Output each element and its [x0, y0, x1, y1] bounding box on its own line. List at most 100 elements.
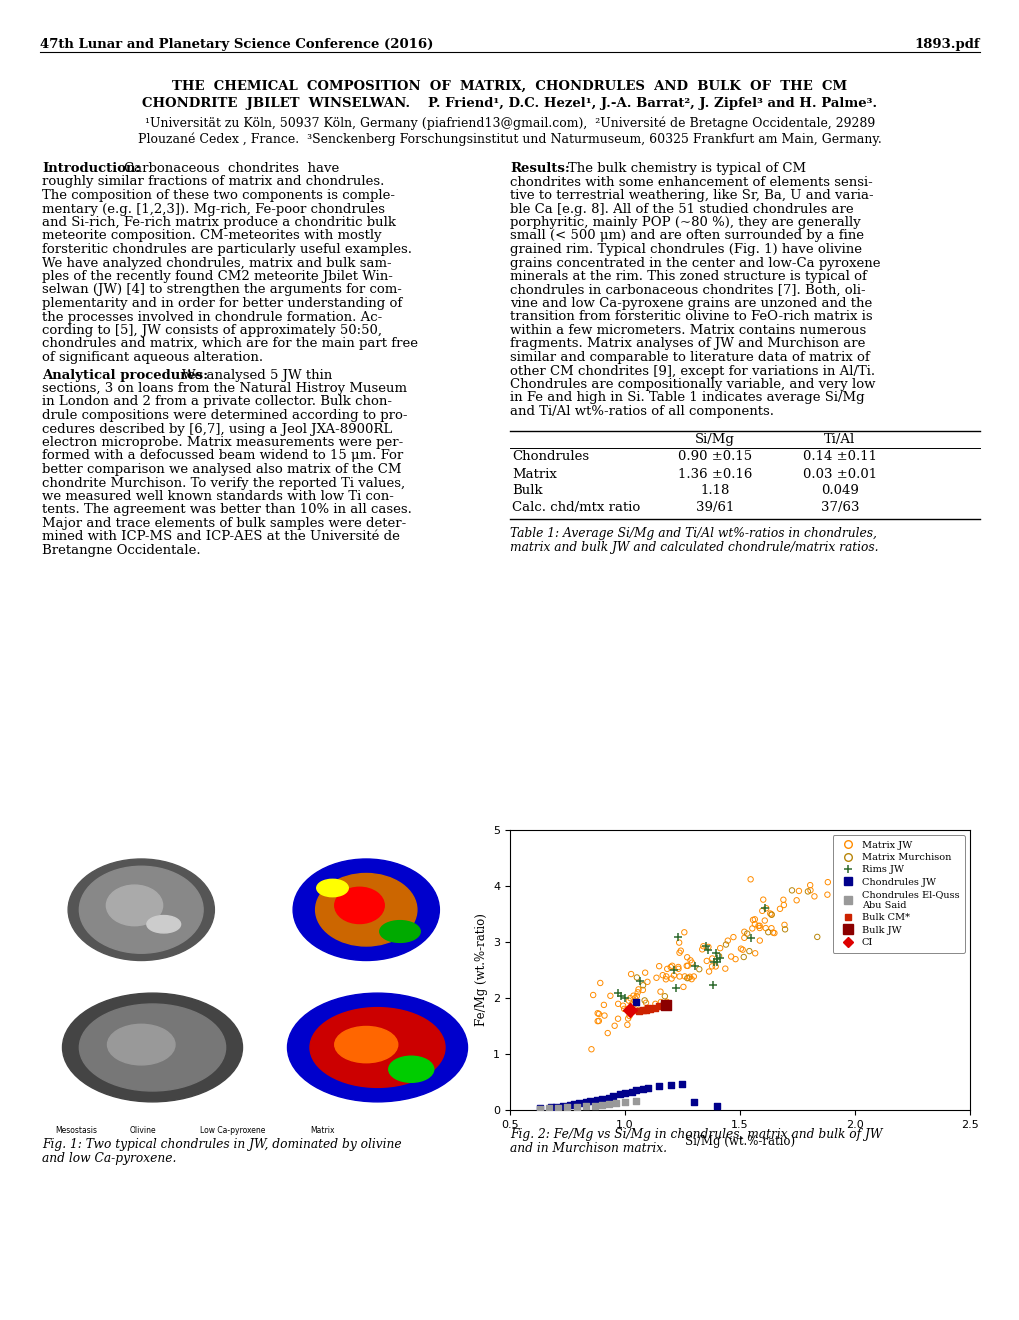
Point: [759, 921, 775, 942]
Point: [698, 950, 714, 972]
Point: [638, 998, 654, 1019]
Point: [691, 958, 707, 979]
Point: [600, 1094, 616, 1115]
Point: [757, 917, 773, 939]
Text: 1.18: 1.18: [700, 484, 729, 498]
Point: [671, 966, 687, 987]
Point: [591, 973, 607, 994]
Text: THE  CHEMICAL  COMPOSITION  OF  MATRIX,  CHONDRULES  AND  BULK  OF  THE  CM: THE CHEMICAL COMPOSITION OF MATRIX, CHON…: [172, 81, 847, 92]
Text: grains concentrated in the center and low-Ca pyroxene: grains concentrated in the center and lo…: [510, 256, 879, 269]
Point: [624, 1081, 640, 1102]
Point: [751, 915, 767, 936]
Point: [627, 987, 643, 1008]
Point: [743, 928, 759, 949]
Text: similar and comparable to literature data of matrix of: similar and comparable to literature dat…: [510, 351, 869, 364]
Text: meteorite composition. CM-meteorites with mostly: meteorite composition. CM-meteorites wit…: [42, 230, 381, 243]
Point: [652, 991, 668, 1012]
Point: [750, 915, 766, 936]
Text: 37/63: 37/63: [820, 502, 858, 515]
Text: Introduction:: Introduction:: [42, 162, 141, 176]
Point: [621, 1006, 637, 1027]
Point: [762, 917, 779, 939]
Text: forsteritic chondrules are particularly useful examples.: forsteritic chondrules are particularly …: [42, 243, 412, 256]
Point: [727, 949, 743, 970]
Point: [593, 1088, 609, 1109]
Point: [841, 861, 857, 882]
Point: [636, 990, 652, 1011]
Point: [838, 875, 854, 896]
Text: Plouzané Cedex , France.  ³Senckenberg Forschungsinstitut und Naturmuseum, 6032: Plouzané Cedex , France. ³Senckenberg F…: [138, 132, 881, 145]
Point: [628, 991, 644, 1012]
Text: of significant aqueous alteration.: of significant aqueous alteration.: [42, 351, 263, 364]
Point: [558, 1097, 575, 1118]
Text: CHONDRITE  JBILET  WINSELWAN.  P. Friend¹, D.C. Hezel¹, J.-A. Barrat², J. Zipfel: CHONDRITE JBILET WINSELWAN. P. Friend¹, …: [143, 96, 876, 110]
Point: [566, 1094, 582, 1115]
Text: 0.049: 0.049: [820, 484, 858, 498]
Text: chondrite Murchison. To verify the reported Ti values,: chondrite Murchison. To verify the repor…: [42, 477, 405, 490]
Point: [590, 1010, 606, 1031]
Point: [783, 880, 799, 902]
Point: [722, 946, 739, 968]
Text: chondrules and matrix, which are for the main part free: chondrules and matrix, which are for the…: [42, 338, 418, 351]
Point: [604, 1085, 621, 1106]
Point: [658, 991, 675, 1012]
Point: [710, 945, 727, 966]
Point: [609, 993, 626, 1014]
Point: [669, 957, 686, 978]
Text: 47th Lunar and Planetary Science Conference (2016): 47th Lunar and Planetary Science Confere…: [40, 38, 433, 51]
Point: [615, 998, 632, 1019]
Text: formed with a defocussed beam widend to 15 μm. For: formed with a defocussed beam widend to …: [42, 450, 403, 462]
Point: [708, 1096, 725, 1117]
Text: mined with ICP-MS and ICP-AES at the Université de: mined with ICP-MS and ICP-AES at the Uni…: [42, 531, 399, 544]
Point: [637, 999, 653, 1020]
Point: [790, 880, 806, 902]
Text: Analytical procedures:: Analytical procedures:: [42, 368, 208, 381]
Text: 0.14 ±0.11: 0.14 ±0.11: [802, 450, 876, 463]
Point: [637, 962, 653, 983]
Text: and low Ca-pyroxene.: and low Ca-pyroxene.: [42, 1152, 176, 1166]
Point: [799, 880, 815, 902]
Point: [697, 935, 713, 956]
Point: [753, 900, 769, 921]
Point: [639, 972, 655, 993]
Point: [671, 932, 687, 953]
Point: [679, 956, 695, 977]
Point: [756, 909, 772, 931]
Point: [639, 997, 655, 1018]
Point: [739, 923, 755, 944]
Point: [843, 834, 859, 855]
Point: [680, 968, 696, 989]
Text: minerals at the rim. This zoned structure is typical of: minerals at the rim. This zoned structur…: [510, 271, 866, 282]
Point: [655, 995, 672, 1016]
Point: [642, 998, 658, 1019]
Text: tents. The agreement was better than 10% in all cases.: tents. The agreement was better than 10%…: [42, 503, 412, 516]
Point: [599, 1023, 615, 1044]
Point: [630, 999, 646, 1020]
Point: [586, 1096, 602, 1117]
Point: [744, 917, 760, 939]
Point: [630, 979, 646, 1001]
Text: 1.36 ±0.16: 1.36 ±0.16: [678, 467, 751, 480]
Legend: Matrix JW, Matrix Murchison, Rims JW, Chondrules JW, Chondrules El-Quss
Abu Said: Matrix JW, Matrix Murchison, Rims JW, Ch…: [832, 834, 964, 953]
Point: [561, 1094, 578, 1115]
Text: electron microprobe. Matrix measurements were per-: electron microprobe. Matrix measurements…: [42, 436, 403, 449]
Point: [695, 936, 711, 957]
Point: [776, 919, 793, 940]
Text: Chondrules are compositionally variable, and very low: Chondrules are compositionally variable,…: [510, 378, 874, 391]
Point: [788, 890, 804, 911]
Point: [819, 871, 836, 892]
Point: [732, 939, 748, 960]
Point: [663, 956, 680, 977]
Y-axis label: Fe/Mg (wt.%-ratio): Fe/Mg (wt.%-ratio): [474, 913, 487, 1027]
Point: [741, 941, 757, 962]
Point: [637, 993, 653, 1014]
Point: [707, 956, 723, 977]
Text: matrix and bulk JW and calculated chondrule/matrix ratios.: matrix and bulk JW and calculated chondr…: [510, 540, 877, 553]
Point: [635, 1078, 651, 1100]
Point: [754, 890, 770, 911]
Point: [679, 946, 695, 968]
Point: [686, 956, 702, 977]
Point: [593, 1094, 609, 1115]
Text: drule compositions were determined according to pro-: drule compositions were determined accor…: [42, 409, 408, 422]
Point: [630, 1001, 646, 1022]
